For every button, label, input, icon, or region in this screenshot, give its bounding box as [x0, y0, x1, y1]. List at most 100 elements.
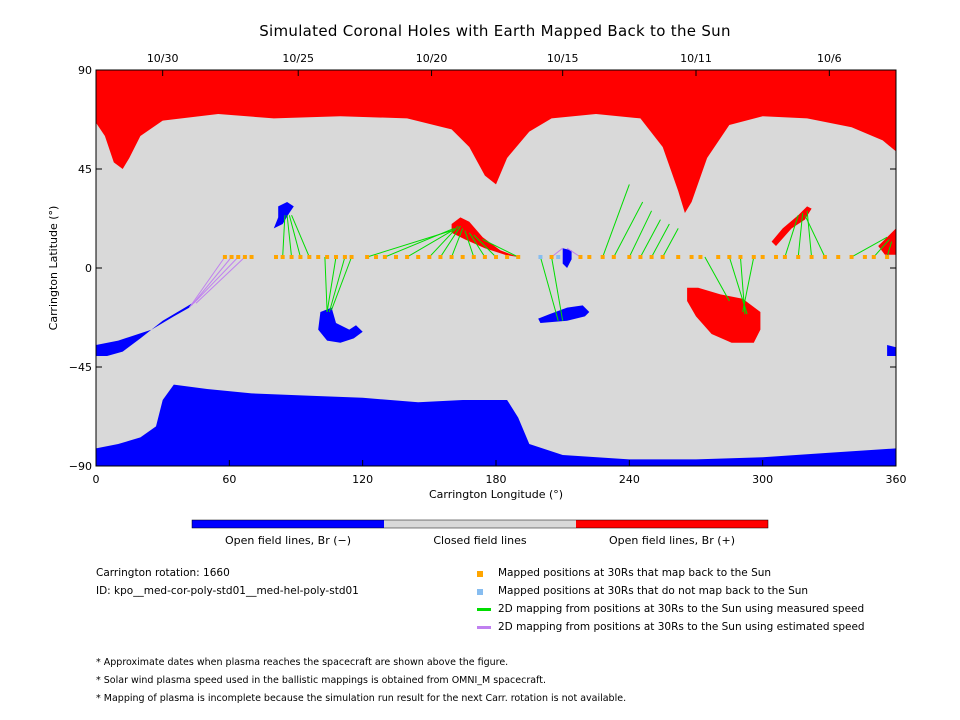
point-maps-back-19 [394, 255, 398, 259]
point-maps-back-38 [649, 255, 654, 259]
point-maps-back-12 [325, 255, 330, 259]
x-tick-label-7: 360 [886, 473, 907, 486]
legend-label-unmapped: Mapped positions at 30Rs that do not map… [498, 585, 809, 597]
coronal-hole-2 [96, 384, 896, 466]
x-tick-label-6: 300 [752, 473, 773, 486]
legend-label-measured: 2D mapping from positions at 30Rs to the… [498, 603, 865, 615]
date-label-4: 10/15 [547, 52, 579, 65]
point-maps-back-31 [549, 255, 554, 259]
point-maps-back-33 [587, 255, 592, 259]
point-maps-back-3 [236, 255, 241, 259]
mapping-measured-30 [742, 256, 755, 313]
point-maps-back-22 [427, 255, 432, 259]
mapping-measured-37 [886, 241, 893, 258]
x-tick-label-4: 180 [486, 473, 507, 486]
mapping-measured-12 [428, 225, 459, 258]
mapping-measured-15 [464, 230, 475, 258]
date-label-2: 10/25 [282, 52, 314, 65]
mapping-measured-23 [628, 210, 653, 258]
point-maps-back-40 [676, 255, 681, 259]
coronal-hole-7 [562, 248, 572, 268]
point-maps-back-16 [365, 255, 370, 259]
point-maps-back-14 [342, 255, 347, 259]
point-maps-back-50 [796, 255, 801, 259]
coronal-hole-11 [771, 206, 812, 246]
mapping-estimated-4 [195, 256, 246, 304]
mapping-measured-33 [806, 210, 813, 258]
coronal-hole-10 [687, 287, 761, 343]
mapping-measured-21 [602, 184, 630, 258]
mapping-measured-35 [851, 236, 888, 258]
point-maps-back-7 [280, 255, 285, 259]
legend-swatch-unmapped [477, 589, 483, 595]
mapping-measured-27 [704, 256, 730, 302]
mapping-measured-18 [482, 238, 519, 258]
point-maps-back-46 [751, 255, 756, 259]
point-maps-back-45 [738, 255, 743, 259]
point-no-map-back-2 [556, 255, 561, 259]
y-tick-label-1: 90 [78, 64, 92, 77]
point-maps-back-34 [600, 255, 605, 259]
mapping-measured-34 [804, 214, 826, 258]
colorbar-label-closed: Closed field lines [433, 534, 527, 547]
coronal-hole-6 [538, 305, 590, 323]
point-maps-back-21 [416, 255, 421, 259]
date-label-5: 10/11 [680, 52, 712, 65]
point-maps-back-36 [627, 255, 632, 259]
point-maps-back-9 [298, 255, 303, 259]
x-tick-label-2: 60 [222, 473, 236, 486]
point-maps-back-26 [471, 255, 476, 259]
point-maps-back-13 [334, 255, 338, 259]
colorbar-segment-1 [192, 520, 384, 528]
point-maps-back-56 [871, 255, 876, 259]
point-maps-back-55 [862, 255, 867, 259]
mapping-measured-11 [406, 227, 457, 258]
point-maps-back-20 [405, 255, 410, 259]
point-maps-back-32 [578, 255, 583, 259]
point-maps-back-39 [660, 255, 665, 259]
spacecraft-points [222, 255, 890, 259]
coronal-hole-9 [451, 217, 519, 257]
mapping-measured-22 [613, 201, 644, 258]
point-no-map-back-1 [538, 255, 543, 259]
point-maps-back-5 [249, 255, 254, 259]
coronal-hole-8 [887, 345, 896, 356]
mapping-measured-14 [451, 228, 464, 258]
point-maps-back-2 [229, 255, 234, 259]
point-maps-back-51 [809, 255, 814, 259]
legend-swatch-measured [477, 608, 491, 611]
mapping-estimated-3 [193, 256, 239, 304]
footnote-incomplete: * Mapping of plasma is incomplete becaus… [96, 693, 627, 704]
point-maps-back-53 [836, 255, 841, 259]
mapping-measured-3 [288, 215, 301, 258]
coronal-hole-1 [96, 70, 896, 213]
point-maps-back-52 [822, 255, 827, 259]
point-maps-back-18 [382, 255, 387, 259]
point-maps-back-47 [760, 255, 765, 259]
point-maps-back-23 [438, 255, 443, 259]
point-maps-back-15 [349, 255, 354, 259]
mapping-estimated-6 [566, 247, 581, 258]
colorbar-frame [191, 519, 769, 529]
colorbar [191, 519, 769, 529]
plot-axes: 0 60 120 180 240 300 360 90 45 0 −45 −90 10/30 10/25 1… [47, 52, 907, 501]
legend-label-mapped: Mapped positions at 30Rs that map back t… [498, 567, 772, 579]
point-maps-back-28 [494, 255, 498, 259]
x-tick-label-5: 240 [619, 473, 640, 486]
coronal-hole-regions [96, 70, 896, 466]
mapping-measured-5 [324, 256, 328, 313]
point-maps-back-30 [516, 255, 521, 259]
run-id-label: ID: kpo__med-cor-poly-std01__med-hel-pol… [96, 585, 359, 597]
colorbar-label-positive: Open field lines, Br (+) [608, 534, 736, 547]
point-maps-back-10 [307, 255, 312, 259]
point-maps-back-8 [289, 255, 294, 259]
mapping-measured-19 [539, 256, 559, 321]
mapping-estimated-1 [188, 256, 226, 308]
point-maps-back-29 [505, 255, 510, 259]
mapping-measured-20 [551, 256, 564, 321]
point-maps-back-25 [460, 255, 465, 259]
y-tick-label-3: 0 [85, 262, 92, 275]
point-maps-back-49 [782, 255, 787, 259]
mapping-measured-1 [282, 215, 286, 258]
